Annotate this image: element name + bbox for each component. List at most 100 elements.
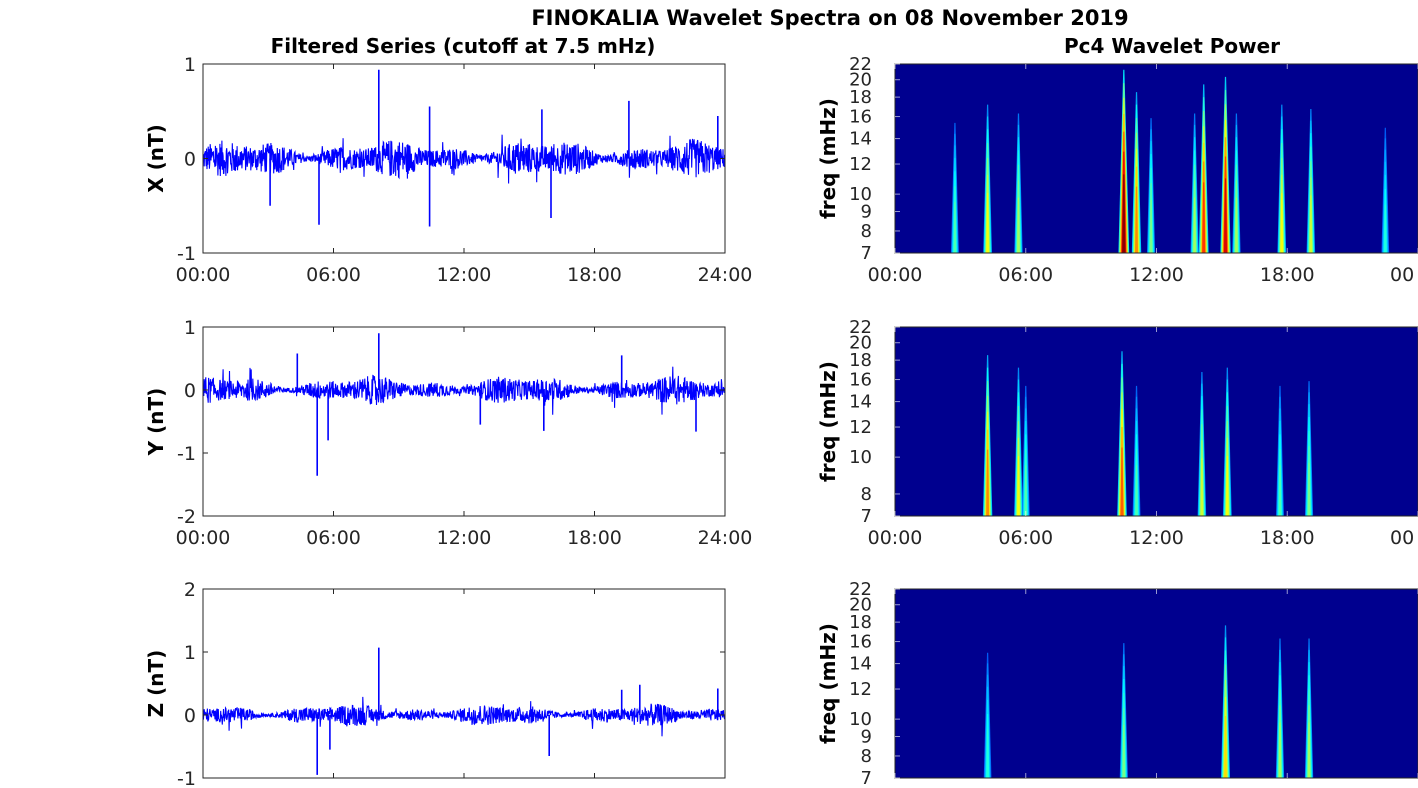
wavelet-burst-layer [1307,462,1311,516]
plot-area [203,589,725,778]
y-tick-label: 22 [849,54,872,75]
y-tick-label: 8 [861,746,872,767]
wavelet-panel-title: Pc4 Wavelet Power [1064,34,1280,58]
y-tick-label: -1 [177,243,196,265]
wavelet-burst [1132,385,1141,516]
y-tick-label: 22 [849,579,872,600]
wavelet-burst-layer [1225,456,1229,516]
wavelet-burst [1381,127,1390,253]
y-tick-label: 7 [861,243,872,264]
series-spikes [269,69,719,227]
y-axis-label: Z (nT) [144,650,168,718]
y-axis-label: freq (mHz) [816,623,840,744]
y-tick-label: 9 [861,202,872,223]
wavelet-burst [1118,69,1130,253]
y-tick-label: 12 [849,154,872,175]
wavelet-burst-layer [1193,197,1196,253]
wavelet-background [895,327,1418,516]
wavelet-burst-layer [1135,186,1138,253]
y-tick-label: 14 [849,129,872,150]
wavelet-background [895,64,1418,253]
y-tick-label: -2 [177,506,196,528]
wavelet-burst-layer [1278,465,1282,516]
y-tick-label: 12 [849,679,872,700]
wavelet-burst-layer [986,193,989,253]
x-tick-label: 06:00 [306,264,361,286]
wavelet-burst-layer [986,449,990,516]
wavelet-burst [1146,118,1156,253]
wavelet-burst [1197,371,1207,516]
y-axis-label: X (nT) [144,124,168,193]
wavelet-burst [1222,367,1232,516]
series-noise-trace [202,134,726,184]
series-panel-2: 1 0 -1 -200:00 06:00 12:00 18:00 24:00 Y (nT) [144,317,752,549]
y-tick-label: -1 [177,443,196,465]
series-panel-title: Filtered Series (cutoff at 7.5 mHz) [271,34,656,58]
wavelet-burst-layer [1224,715,1227,778]
wavelet-burst [1119,643,1128,778]
y-tick-label: 0 [184,705,196,727]
wavelet-burst-layer [1280,193,1284,253]
wavelet-burst [983,104,993,253]
x-tick-label: 06:00 [998,527,1053,549]
wavelet-burst [1304,638,1314,778]
wavelet-burst [1131,92,1142,254]
figure-title: FINOKALIA Wavelet Spectra on 08 November… [531,6,1128,30]
y-tick-label: 2 [184,579,196,601]
series-panel-1: 1 0 -100:00 06:00 12:00 18:00 24:00 X (nT) [144,54,752,286]
series-spikes [296,333,697,476]
series-spikes [316,647,719,775]
x-tick-label: 00 [1390,264,1414,286]
y-axis-label: freq (mHz) [816,98,840,219]
y-tick-label: 16 [849,632,872,653]
wavelet-burst-layer [1149,199,1153,253]
wavelet-burst [1304,381,1314,516]
series-noise-trace [202,366,726,415]
wavelet-burst [1232,113,1241,253]
wavelet-burst-layer [1122,174,1126,253]
series-noise-trace [202,696,726,737]
y-tick-label: 10 [849,709,872,730]
y-tick-label: 20 [849,595,872,616]
y-tick-label: 18 [849,350,872,371]
y-tick-label: 1 [184,642,196,664]
x-tick-label: 24:00 [698,264,753,286]
wavelet-burst-layer [1309,195,1313,253]
y-axis-label: Y (nT) [144,388,168,457]
wavelet-burst-layer [1122,724,1126,778]
x-tick-label: 12:00 [437,527,492,549]
y-tick-label: 16 [849,370,872,391]
wavelet-burst [1190,113,1199,253]
y-tick-label: 20 [849,70,872,91]
wavelet-burst [1276,385,1284,516]
x-tick-label: 00:00 [176,264,231,286]
wavelet-burst-layer [1017,197,1020,253]
wavelet-burst [1277,104,1287,253]
y-tick-label: 10 [849,447,872,468]
y-tick-label: 1 [184,317,196,339]
wavelet-burst-layer [986,729,989,778]
wavelet-burst-layer [1120,447,1124,516]
wavelet-burst [950,122,959,254]
wavelet-burst [1117,351,1127,516]
x-tick-label: 12:00 [437,264,492,286]
wavelet-burst-layer [1017,456,1020,516]
y-axis-label: freq (mHz) [816,361,840,482]
wavelet-burst-layer [1200,458,1204,516]
wavelet-burst [1021,385,1030,516]
x-tick-label: 00:00 [176,527,231,549]
y-tick-label: 0 [184,149,196,171]
wavelet-burst-layer [1278,722,1282,778]
x-tick-label: 00:00 [868,264,923,286]
y-tick-label: 22 [849,317,872,338]
wavelet-burst [982,355,993,516]
wavelet-burst [1275,638,1285,778]
y-tick-label: 14 [849,392,872,413]
y-tick-label: 18 [849,87,872,108]
y-tick-label: 7 [861,506,872,527]
x-tick-label: 00 [1390,527,1414,549]
wavelet-burst [1306,108,1316,253]
